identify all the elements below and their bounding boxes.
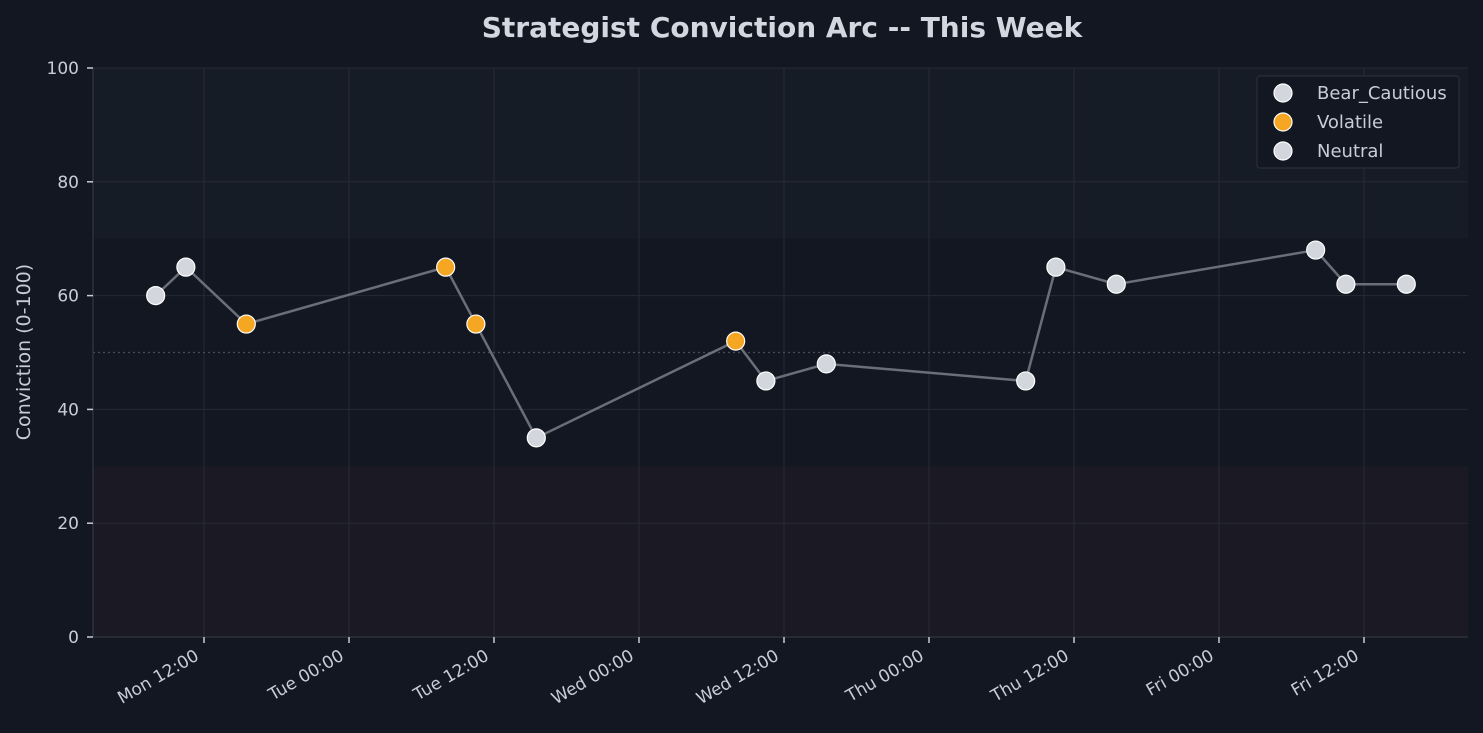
data-markers (146, 240, 1416, 448)
y-tick-label: 80 (57, 173, 79, 193)
legend-marker-icon (1273, 83, 1293, 103)
axis-spines (92, 68, 1468, 638)
data-point-neutral[interactable] (176, 257, 196, 277)
y-axis-ticks: 0 20 40 60 80 100 (47, 59, 93, 648)
data-point-neutral[interactable] (1396, 274, 1416, 294)
shaded-band (93, 466, 1468, 637)
data-point-volatile[interactable] (726, 331, 746, 351)
y-tick-label: 60 (57, 287, 79, 307)
data-point-neutral[interactable] (756, 371, 776, 391)
legend-marker-icon (1273, 112, 1293, 132)
legend-box (1256, 75, 1460, 169)
data-point-neutral[interactable] (1306, 240, 1326, 260)
data-point-volatile[interactable] (466, 314, 486, 334)
data-point-neutral[interactable] (1106, 274, 1126, 294)
legend-label: Neutral (1317, 141, 1383, 162)
legend: Bear_Cautious Volatile Neutral (1256, 75, 1460, 169)
legend-label: Bear_Cautious (1317, 83, 1447, 104)
data-point-neutral[interactable] (1336, 274, 1356, 294)
data-point-volatile[interactable] (236, 314, 256, 334)
y-tick-label: 0 (68, 628, 79, 648)
data-point-neutral[interactable] (1046, 257, 1066, 277)
data-point-neutral[interactable] (816, 354, 836, 374)
data-point-bear-cautious[interactable] (526, 428, 546, 448)
chart-title: Strategist Conviction Arc -- This Week (482, 11, 1084, 44)
y-tick-label: 20 (57, 514, 79, 534)
data-point-neutral[interactable] (1016, 371, 1036, 391)
y-tick-label: 40 (57, 400, 79, 420)
plot-area (92, 67, 1468, 638)
y-axis-label: Conviction (0-100) (13, 264, 35, 440)
data-point-neutral[interactable] (146, 286, 166, 306)
data-point-volatile[interactable] (436, 257, 456, 277)
shaded-band (93, 68, 1468, 239)
legend-label: Volatile (1317, 112, 1383, 133)
legend-marker-icon (1273, 141, 1293, 161)
shaded-bands (93, 68, 1468, 637)
y-tick-label: 100 (47, 59, 79, 79)
